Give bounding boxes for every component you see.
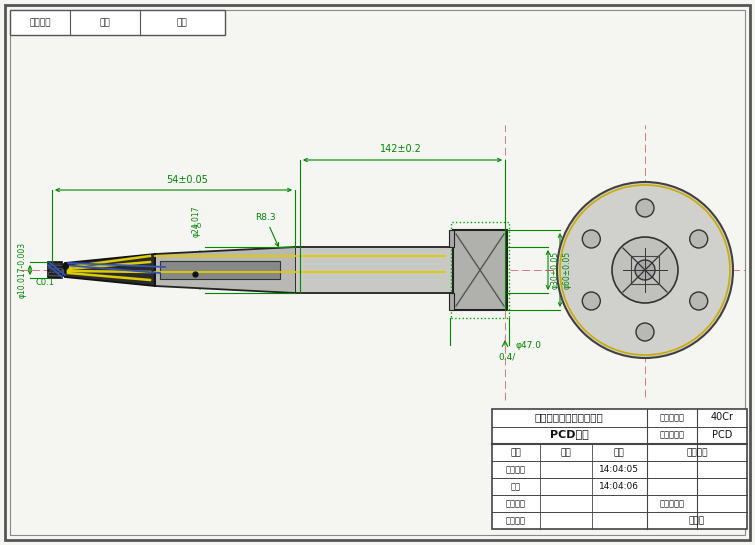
Text: φ60±0.05: φ60±0.05	[563, 251, 572, 289]
Circle shape	[690, 292, 707, 310]
Text: 日期: 日期	[614, 448, 624, 457]
Text: 14:04:06: 14:04:06	[599, 482, 639, 491]
Circle shape	[636, 323, 654, 341]
Circle shape	[690, 230, 707, 248]
Text: 生产安排: 生产安排	[506, 516, 526, 525]
Text: 制图: 制图	[511, 482, 521, 491]
Polygon shape	[60, 254, 155, 286]
Circle shape	[557, 182, 733, 358]
Circle shape	[636, 199, 654, 217]
Bar	[48, 265, 62, 268]
Text: 图纸设计: 图纸设计	[506, 465, 526, 474]
Bar	[492, 409, 747, 529]
Bar	[160, 261, 280, 279]
Text: φ47.0: φ47.0	[515, 341, 541, 349]
Text: 日期: 日期	[177, 18, 187, 27]
Text: 0.4/: 0.4/	[498, 353, 516, 361]
Text: 图号：: 图号：	[689, 516, 705, 525]
Text: φ10.017-0.003: φ10.017-0.003	[18, 242, 27, 298]
Text: 工序: 工序	[510, 448, 522, 457]
Circle shape	[582, 292, 600, 310]
Bar	[631, 256, 659, 284]
Text: PCD: PCD	[712, 429, 732, 439]
Bar	[48, 262, 62, 278]
Text: 客户编号：: 客户编号：	[660, 499, 685, 508]
Text: φ24.017: φ24.017	[192, 205, 201, 237]
Text: 签名: 签名	[100, 18, 110, 27]
Bar	[295, 247, 455, 293]
Text: φ30±0.05: φ30±0.05	[551, 251, 560, 289]
Bar	[449, 230, 454, 247]
Text: 图纸审核: 图纸审核	[506, 499, 526, 508]
Text: 14:04:05: 14:04:05	[599, 465, 639, 474]
Polygon shape	[155, 247, 295, 293]
Text: 产品规格: 产品规格	[686, 448, 707, 457]
Text: 40Cr: 40Cr	[710, 413, 734, 422]
Bar	[453, 230, 507, 310]
Bar	[10, 10, 225, 35]
Polygon shape	[60, 263, 65, 277]
Text: C0.1: C0.1	[35, 277, 54, 287]
Text: 客户确认: 客户确认	[29, 18, 51, 27]
Text: 142±0.2: 142±0.2	[380, 144, 422, 154]
Bar	[451, 222, 509, 318]
Bar	[449, 293, 454, 310]
Text: 签名: 签名	[561, 448, 572, 457]
Text: PCD绞刀: PCD绞刀	[550, 429, 588, 439]
Circle shape	[635, 260, 655, 280]
Text: 基体材料：: 基体材料：	[660, 413, 685, 422]
Circle shape	[612, 237, 678, 303]
Circle shape	[582, 230, 600, 248]
Text: +0: +0	[191, 223, 201, 229]
Text: 54±0.05: 54±0.05	[167, 175, 208, 185]
Bar	[48, 272, 62, 275]
Text: 刀头材料：: 刀头材料：	[660, 430, 685, 439]
Text: R8.3: R8.3	[255, 213, 279, 246]
Text: 昆山市日峰商贸有限公司: 昆山市日峰商贸有限公司	[535, 413, 603, 422]
